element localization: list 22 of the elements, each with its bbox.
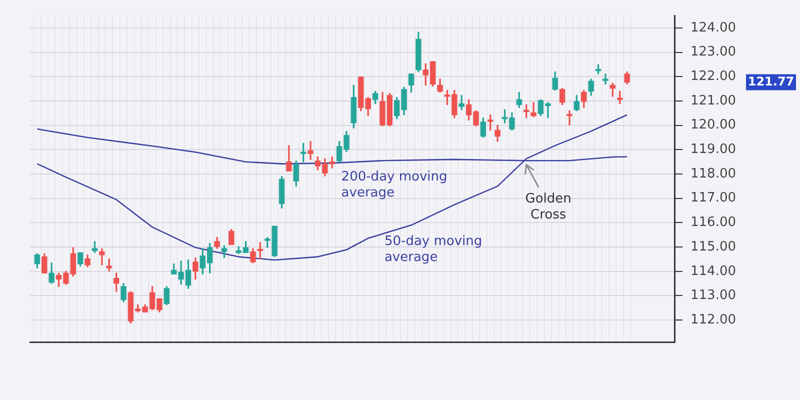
y-tick-label: 112.00 (690, 312, 736, 328)
y-tick-label: 123.00 (690, 44, 736, 60)
text: 121.77 (748, 74, 794, 88)
y-tick-label: 113.00 (690, 288, 736, 304)
y-tick-label: 114.00 (690, 264, 736, 279)
series-label: 200-day moving average (341, 170, 448, 201)
y-tick-label: 116.00 (690, 215, 736, 230)
y-tick-label: 115.00 (690, 239, 736, 254)
y-tick-label: 119.00 (690, 142, 736, 158)
y-tick-label: 122.00 (690, 69, 736, 84)
candlestick (99, 248, 105, 266)
y-tick-label: 118.00 (690, 166, 736, 182)
candlestick (530, 102, 536, 118)
candlestick (566, 110, 572, 126)
y-tick-label: 121.00 (690, 93, 736, 108)
annotation: Golden Cross (525, 192, 572, 223)
y-tick-label: 120.00 (690, 118, 736, 133)
candlestick (308, 141, 314, 160)
candlestick (602, 74, 608, 85)
series-label: 50-day moving average (384, 234, 482, 266)
y-tick-label: 124.00 (690, 20, 736, 36)
y-tick-label: 117.00 (690, 190, 736, 206)
